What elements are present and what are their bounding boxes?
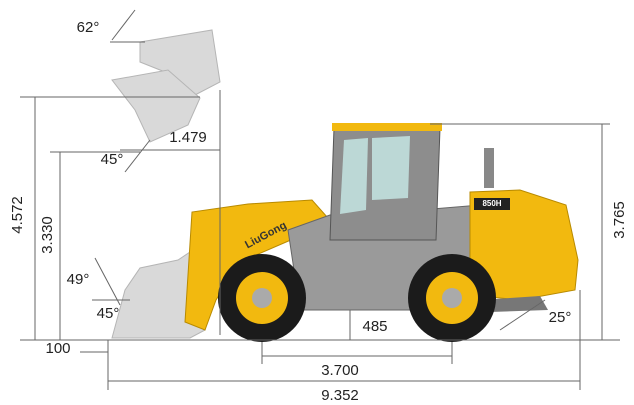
loader-diagram: LiuGong 850H: [0, 0, 634, 405]
rear-wheel: [408, 254, 496, 342]
dimension-label: 3.330: [39, 216, 56, 254]
dimension-label: 3.765: [611, 201, 628, 239]
cab-window: [372, 136, 410, 200]
dimension-label: 4.572: [9, 196, 26, 234]
exhaust: [484, 148, 494, 188]
dimension-label: 25°: [549, 309, 572, 326]
cab-window: [340, 138, 368, 214]
dimension-label: 45°: [97, 305, 120, 322]
dimension-label: 9.352: [321, 387, 359, 404]
raised-bucket: [112, 30, 220, 142]
dimension-label: 45°: [101, 151, 124, 168]
dimension-label: 62°: [77, 19, 100, 36]
dimension-label: 100: [45, 340, 70, 357]
dimension-label: 1.479: [169, 129, 207, 146]
cab-roof: [332, 123, 442, 131]
dimension-label: 485: [362, 318, 387, 335]
dimension-label: 3.700: [321, 362, 359, 379]
model-text: 850H: [482, 199, 501, 208]
dimension-label: 49°: [67, 271, 90, 288]
front-wheel: [218, 254, 306, 342]
